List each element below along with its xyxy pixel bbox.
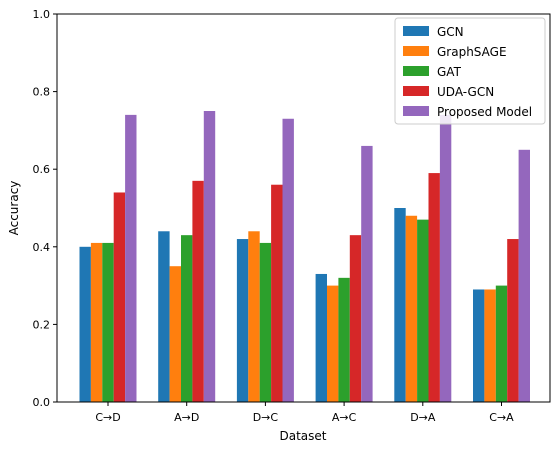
bar-gat-4 bbox=[417, 219, 429, 402]
x-axis: C→D A→D D→C A→C D→A C→A bbox=[95, 402, 514, 424]
bar-gat-3 bbox=[338, 277, 350, 402]
plot-frame bbox=[56, 13, 551, 403]
legend-label: Proposed Model bbox=[437, 105, 532, 119]
bar-graphsage-0 bbox=[90, 242, 103, 402]
y-tick-label: 0.0 bbox=[33, 396, 51, 409]
bar-graphsage-2 bbox=[248, 231, 260, 402]
bar-graphsage-3 bbox=[327, 285, 339, 402]
y-tick-label: 1.0 bbox=[33, 8, 51, 21]
bar-proposed-model-3 bbox=[361, 145, 373, 403]
x-tick-label: A→D bbox=[174, 411, 199, 424]
legend-label: UDA-GCN bbox=[437, 85, 494, 99]
y-axis: 0.0 0.2 0.4 0.6 0.8 1.0 bbox=[33, 8, 57, 409]
bar-uda-gcn-4 bbox=[428, 173, 440, 402]
x-tick-label: A→C bbox=[332, 411, 357, 424]
bar-gcn-0 bbox=[79, 246, 91, 402]
bar-gcn-2 bbox=[236, 239, 249, 402]
bar-graphsage-1 bbox=[169, 266, 181, 402]
bar-graphsage-4 bbox=[405, 215, 418, 402]
x-tick-label: D→A bbox=[410, 411, 436, 424]
legend-swatch-graphsage bbox=[403, 46, 429, 56]
y-tick-label: 0.8 bbox=[33, 86, 51, 99]
x-axis-label: Dataset bbox=[280, 429, 327, 443]
bar-uda-gcn-0 bbox=[113, 192, 126, 402]
legend-box bbox=[394, 17, 546, 125]
legend-label: GCN bbox=[437, 25, 464, 39]
bar-graphsage-5 bbox=[484, 289, 496, 402]
x-tick-label: C→D bbox=[95, 411, 120, 424]
bar-proposed-model-2 bbox=[282, 118, 294, 402]
bar-gcn-3 bbox=[315, 273, 327, 402]
bar-uda-gcn-1 bbox=[192, 180, 204, 402]
bar-gat-0 bbox=[102, 242, 114, 402]
y-axis-label: Accuracy bbox=[7, 181, 21, 236]
legend-swatch-proposed-model bbox=[403, 106, 429, 116]
legend-swatch-gcn bbox=[403, 26, 429, 36]
bar-gcn-4 bbox=[394, 208, 406, 402]
bar-gat-1 bbox=[181, 235, 193, 402]
x-tick-label: D→C bbox=[253, 411, 279, 424]
bar-gat-5 bbox=[495, 285, 508, 402]
bar-gcn-1 bbox=[158, 231, 170, 402]
legend-swatch-uda-gcn bbox=[403, 86, 429, 96]
bar-uda-gcn-5 bbox=[507, 239, 519, 402]
bar-uda-gcn-2 bbox=[271, 184, 283, 402]
bar-proposed-model-0 bbox=[125, 114, 137, 402]
legend-swatch-gat bbox=[403, 66, 429, 76]
legend-label: GAT bbox=[437, 65, 462, 79]
legend-label: GraphSAGE bbox=[437, 45, 507, 59]
bar-proposed-model-4 bbox=[439, 114, 452, 402]
y-tick-label: 0.2 bbox=[33, 318, 51, 331]
y-tick-label: 0.4 bbox=[33, 241, 51, 254]
bar-gat-2 bbox=[259, 242, 272, 402]
bar-proposed-model-5 bbox=[518, 149, 530, 402]
bars-group bbox=[79, 111, 530, 403]
bar-uda-gcn-3 bbox=[349, 235, 362, 402]
legend: GCN GraphSAGE GAT UDA-GCN Proposed Model bbox=[394, 17, 546, 125]
bar-proposed-model-1 bbox=[203, 111, 216, 402]
x-tick-label: C→A bbox=[489, 411, 514, 424]
y-tick-label: 0.6 bbox=[33, 163, 51, 176]
bar-gcn-5 bbox=[473, 289, 485, 402]
